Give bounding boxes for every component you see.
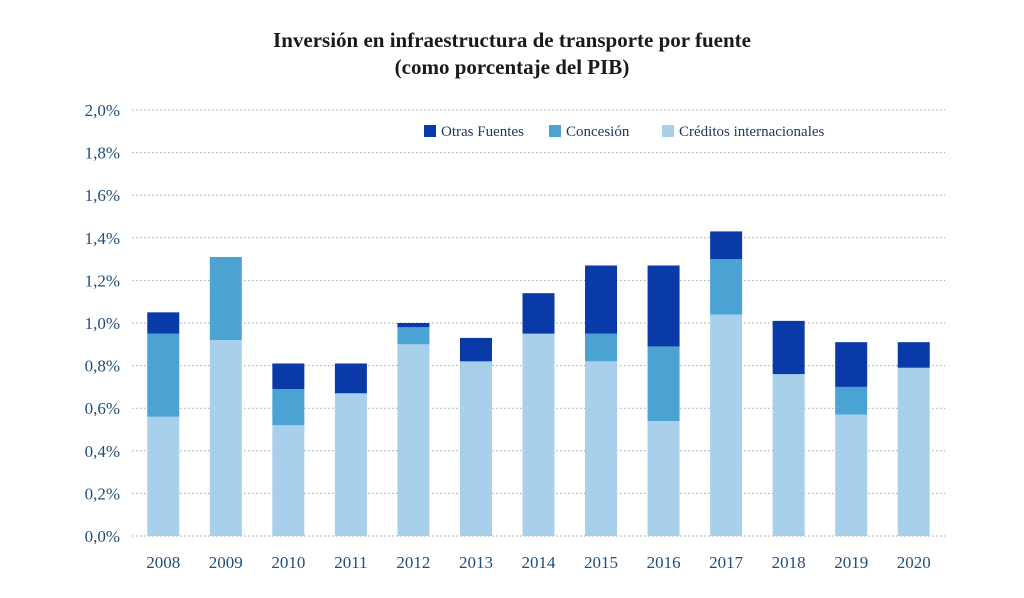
bar-segment (897, 367, 930, 536)
bar-segment (397, 327, 430, 345)
bar-segment (647, 265, 680, 347)
bar-segment (585, 361, 618, 536)
bar-segment (710, 231, 743, 260)
chart-title: Inversión en infraestructura de transpor… (273, 28, 751, 52)
x-tick-label: 2008 (146, 553, 180, 572)
legend-swatch (424, 125, 436, 137)
x-tick-label: 2012 (396, 553, 430, 572)
bar-segment (710, 314, 743, 536)
bar-segment (334, 393, 367, 536)
x-tick-label: 2017 (709, 553, 744, 572)
y-tick-label: 1,0% (85, 314, 120, 333)
y-axis-ticks: 0,0% 0,2% 0,4% 0,6% 0,8% 1,0% 1,2% 1,4% 1,6% 1,8%… (85, 101, 120, 546)
x-tick-label: 2019 (834, 553, 868, 572)
x-tick-label: 2009 (209, 553, 243, 572)
x-tick-label: 2016 (647, 553, 681, 572)
legend-swatch (662, 125, 674, 137)
legend-label: Concesión (566, 124, 630, 140)
bar-segment (459, 361, 492, 536)
x-tick-label: 2020 (897, 553, 931, 572)
x-tick-label: 2015 (584, 553, 618, 572)
x-tick-label: 2011 (334, 553, 367, 572)
bar-segment (835, 342, 868, 387)
bar-segment (585, 265, 618, 334)
bar-segment (272, 425, 305, 536)
y-tick-label: 0,6% (85, 399, 120, 418)
y-tick-label: 2,0% (85, 101, 120, 120)
legend-label: Otras Fuentes (441, 124, 524, 140)
x-tick-label: 2014 (522, 553, 557, 572)
bar-segment (272, 363, 305, 390)
bar-segment (522, 293, 555, 334)
y-tick-label: 1,4% (85, 229, 120, 248)
y-tick-label: 0,4% (85, 442, 120, 461)
y-tick-label: 1,6% (85, 186, 120, 205)
bar-segment (147, 333, 180, 417)
legend-label: Créditos internacionales (679, 124, 825, 140)
x-tick-label: 2013 (459, 553, 493, 572)
bar-segment (397, 323, 430, 328)
legend-swatch (549, 125, 561, 137)
x-axis-ticks: 2008 2009 2010 2011 2012 2013 2014 2015 2016 2017… (146, 553, 930, 572)
bar-segment (585, 333, 618, 362)
x-tick-label: 2018 (772, 553, 806, 572)
y-tick-label: 0,0% (85, 527, 120, 546)
y-tick-label: 1,2% (85, 271, 120, 290)
bar-segment (209, 340, 242, 536)
y-tick-label: 0,8% (85, 357, 120, 376)
bar-segment (835, 414, 868, 536)
grid-lines (132, 109, 945, 537)
bar-segment (272, 389, 305, 426)
bar-segment (647, 420, 680, 536)
bar-segment (397, 344, 430, 536)
y-tick-label: 0,2% (85, 484, 120, 503)
bar-segment (772, 374, 805, 536)
bar-segment (897, 342, 930, 368)
y-tick-label: 1,8% (85, 144, 120, 163)
bar-segment (147, 312, 180, 334)
bar-segment (710, 259, 743, 315)
x-tick-label: 2010 (271, 553, 305, 572)
bar-segment (209, 256, 242, 341)
legend: Otras Fuentes Concesión Créditos internaci… (424, 124, 825, 140)
bar-segment (835, 386, 868, 415)
bar-segment (334, 363, 367, 394)
bars (147, 231, 930, 536)
bar-segment (522, 333, 555, 536)
bar-segment (147, 416, 180, 536)
bar-segment (772, 320, 805, 375)
chart-subtitle: (como porcentaje del PIB) (394, 55, 630, 79)
bar-segment (459, 337, 492, 362)
bar-segment (647, 346, 680, 421)
